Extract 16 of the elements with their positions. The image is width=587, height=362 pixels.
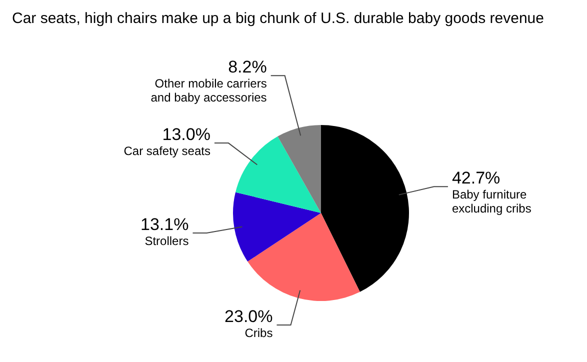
slice-label: Baby furniture excluding cribs <box>452 188 532 216</box>
data-label: 13.1% <box>140 214 189 234</box>
pie-slice <box>248 213 360 301</box>
chart-title: Car seats, high chairs make up a big chunk of U.S. durable baby goods revenue <box>12 10 544 27</box>
data-label: 8.2% <box>228 58 267 77</box>
data-label: 13.0% <box>162 125 210 144</box>
slice-label: Car safety seats <box>124 144 210 158</box>
data-label: 23.0% <box>224 306 273 326</box>
pie-slice <box>321 125 409 292</box>
slice-label: Other mobile carriers and baby accessories <box>150 76 267 105</box>
slice-label: Strollers <box>144 234 189 248</box>
pie-slice <box>233 192 321 262</box>
slice-label: Cribs <box>244 326 273 340</box>
data-label: 42.7% <box>452 168 500 188</box>
pie-slice <box>235 136 321 213</box>
pie-slice <box>278 125 321 213</box>
